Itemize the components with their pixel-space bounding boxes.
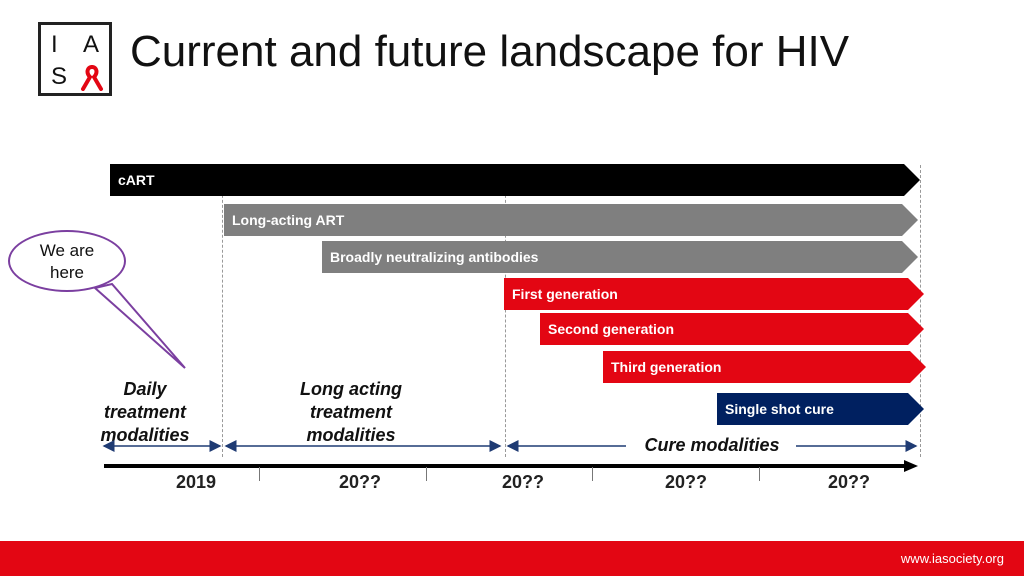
red-ribbon-icon xyxy=(81,65,103,91)
we-are-here-callout: We are here xyxy=(8,230,126,292)
bar-broadly-neutralizing-antibodies: Broadly neutralizing antibodies xyxy=(322,241,918,273)
guide-line-2019 xyxy=(222,165,223,457)
cure-modalities-label: Cure modalities xyxy=(644,435,780,455)
year-label-2: 20?? xyxy=(338,472,381,492)
timeline-tick xyxy=(426,467,427,481)
callout-line-1: We are xyxy=(39,241,95,260)
bar-long-acting-art: Long-acting ART xyxy=(224,204,918,236)
year-label-4: 20?? xyxy=(664,472,707,492)
page-title: Current and future landscape for HIV xyxy=(130,27,850,76)
year-label-3: 20?? xyxy=(501,472,544,492)
logo-letter-s: S xyxy=(51,63,68,90)
ias-logo: I A S xyxy=(38,22,112,96)
footer-bar: www.iasociety.org xyxy=(0,541,1024,576)
callout-line-2: here xyxy=(49,263,85,282)
footer-url: www.iasociety.org xyxy=(900,551,1004,566)
bar-first-generation: First generation xyxy=(504,278,924,310)
bar-second-generation: Second generation xyxy=(540,313,924,345)
year-label-5: 20?? xyxy=(827,472,870,492)
bar-single-shot-cure: Single shot cure xyxy=(717,393,924,425)
logo-letter-a: A xyxy=(83,31,100,58)
bar-cart: cART xyxy=(110,164,920,196)
guide-line-end xyxy=(920,165,921,457)
timeline-tick xyxy=(259,467,260,481)
logo-letter-i: I xyxy=(51,31,58,58)
guide-line-mid xyxy=(505,165,506,457)
year-label-2019: 2019 xyxy=(175,472,217,492)
timeline-tick xyxy=(759,467,760,481)
bar-third-generation: Third generation xyxy=(603,351,926,383)
timeline-tick xyxy=(592,467,593,481)
